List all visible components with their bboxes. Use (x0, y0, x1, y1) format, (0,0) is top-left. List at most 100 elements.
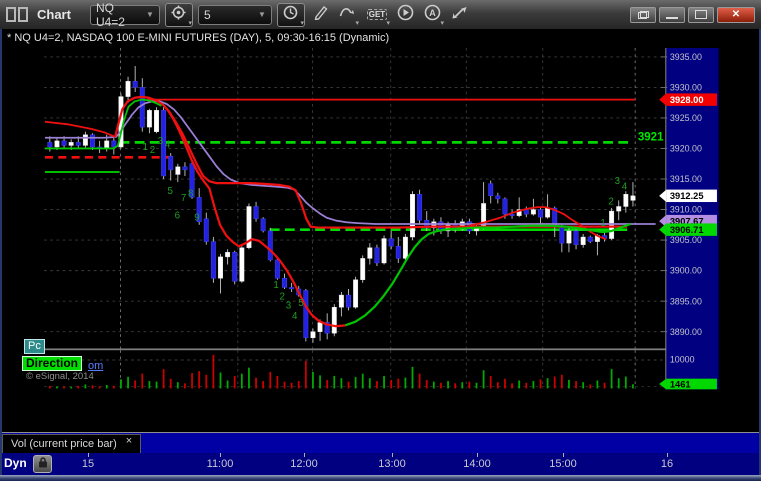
volume-bar (617, 378, 620, 389)
send-order-button[interactable] (449, 4, 471, 26)
volume-bar (105, 385, 108, 389)
volume-bar (376, 381, 378, 389)
watermark-link[interactable]: om (88, 360, 104, 372)
direction-count-label: 2 (150, 145, 155, 156)
candle (267, 230, 273, 261)
price-axis-label: 3910.00 (670, 205, 702, 215)
volume-bar (184, 383, 186, 389)
chart-title: * NQ U4=2, NASDAQ 100 E-MINI FUTURES (DA… (7, 32, 390, 44)
volume-bar (70, 386, 73, 389)
candle (353, 279, 359, 308)
candle (260, 218, 266, 232)
studies-button[interactable]: ▾ (337, 4, 359, 27)
volume-bar (255, 377, 257, 389)
tab-volume-study[interactable]: Vol (current price bar) × (2, 434, 142, 453)
direction-count-label: 1 (143, 142, 148, 153)
ma-line-green_left (44, 98, 162, 150)
ma-line-trail_red (165, 107, 346, 328)
axis-tag-arrow (659, 189, 667, 203)
candle (82, 134, 88, 146)
volume-bar (575, 381, 577, 389)
ma-line-purple (44, 100, 656, 225)
axis-tag-label: 3928.00 (670, 95, 704, 105)
volume-bar (155, 381, 158, 389)
time-template-button[interactable]: ▾ (276, 2, 305, 27)
volume-bar (532, 381, 535, 389)
auto-trade-button[interactable]: A ▾ (422, 4, 444, 27)
candle (189, 163, 195, 198)
close-tab-icon[interactable]: × (125, 434, 133, 447)
get-data-button[interactable]: GET ▾ (366, 9, 390, 27)
axis-tag-label: 3907.67 (670, 216, 704, 226)
time-axis[interactable]: Dyn 15 11:00 12:00 13:00 14:00 15:00 16 (0, 453, 761, 475)
candle (623, 194, 629, 207)
volume-bar (297, 381, 300, 389)
time-tick-mark (392, 453, 393, 457)
volume-bar (141, 373, 144, 389)
pane-tab-row: Vol (current price bar) × (0, 432, 761, 453)
time-axis-label: 12:00 (290, 458, 318, 470)
candle (381, 238, 387, 264)
candle (246, 206, 252, 248)
play-icon (397, 4, 414, 26)
maximize-button[interactable] (688, 6, 714, 23)
volume-bar (354, 377, 357, 389)
candle (324, 322, 330, 334)
candle (388, 238, 394, 247)
volume-bar (475, 382, 478, 389)
get-icon: GET (366, 9, 388, 20)
time-axis-label: 15 (81, 458, 95, 470)
time-tick-mark (667, 453, 668, 457)
volume-bar (319, 375, 321, 389)
volume-axis-label: 10000 (670, 355, 695, 365)
pane-separator[interactable] (42, 348, 667, 351)
volume-bar (425, 379, 428, 389)
volume-bar (468, 381, 471, 389)
candle (417, 194, 423, 221)
time-axis-label: 16 (660, 458, 674, 470)
volume-bar (148, 381, 151, 389)
candle (146, 110, 152, 128)
volume-bar (127, 376, 129, 389)
volume-bar (312, 371, 314, 389)
volume-bar (176, 382, 179, 389)
time-tick-mark (477, 453, 478, 457)
time-tick-mark (220, 453, 221, 457)
interval-select[interactable]: 5 ▼ (197, 4, 272, 25)
candle (182, 166, 188, 171)
pc-study-label: Pc (24, 339, 45, 354)
time-axis-label: 14:00 (463, 458, 491, 470)
candle (360, 258, 366, 281)
candle (232, 252, 238, 282)
volume-bar (390, 379, 393, 389)
restore-button[interactable] (630, 6, 656, 23)
volume-bar (582, 382, 585, 389)
volume-bar (440, 382, 442, 389)
minimize-button[interactable] (659, 6, 685, 23)
price-axis-label: 3900.00 (670, 266, 702, 276)
close-button[interactable]: ✕ (717, 6, 755, 23)
chevron-down-icon: ▼ (146, 10, 154, 19)
toolbar: Chart NQ U4=2 ▼ ▾ 5 ▼ ▾ ▾ (0, 0, 761, 29)
volume-bar (454, 383, 457, 389)
symbol-settings-button[interactable]: ▾ (164, 2, 193, 27)
chart-title-bar: * NQ U4=2, NASDAQ 100 E-MINI FUTURES (DA… (0, 29, 761, 48)
play-button[interactable] (395, 4, 417, 26)
lock-button[interactable] (33, 455, 52, 473)
candle (139, 87, 145, 128)
candle (203, 218, 209, 242)
draw-tools-button[interactable] (310, 4, 332, 26)
volume-bar (596, 380, 599, 389)
candle (289, 287, 295, 290)
copyright-text: © eSignal, 2014 (26, 371, 94, 382)
symbol-select[interactable]: NQ U4=2 ▼ (89, 1, 160, 29)
price-volume-chart[interactable]: 3935.00 3930.00 3925.00 3920.00 3915.00 3910.… (0, 48, 761, 432)
candle (395, 245, 401, 259)
dynamic-mode-toggle[interactable]: Dyn (4, 456, 27, 470)
candle (530, 209, 536, 215)
volume-bar (539, 379, 542, 389)
candle (545, 207, 551, 218)
direction-count-label: 2 (280, 292, 285, 303)
chart-background (42, 48, 719, 390)
time-tick-mark (304, 453, 305, 457)
